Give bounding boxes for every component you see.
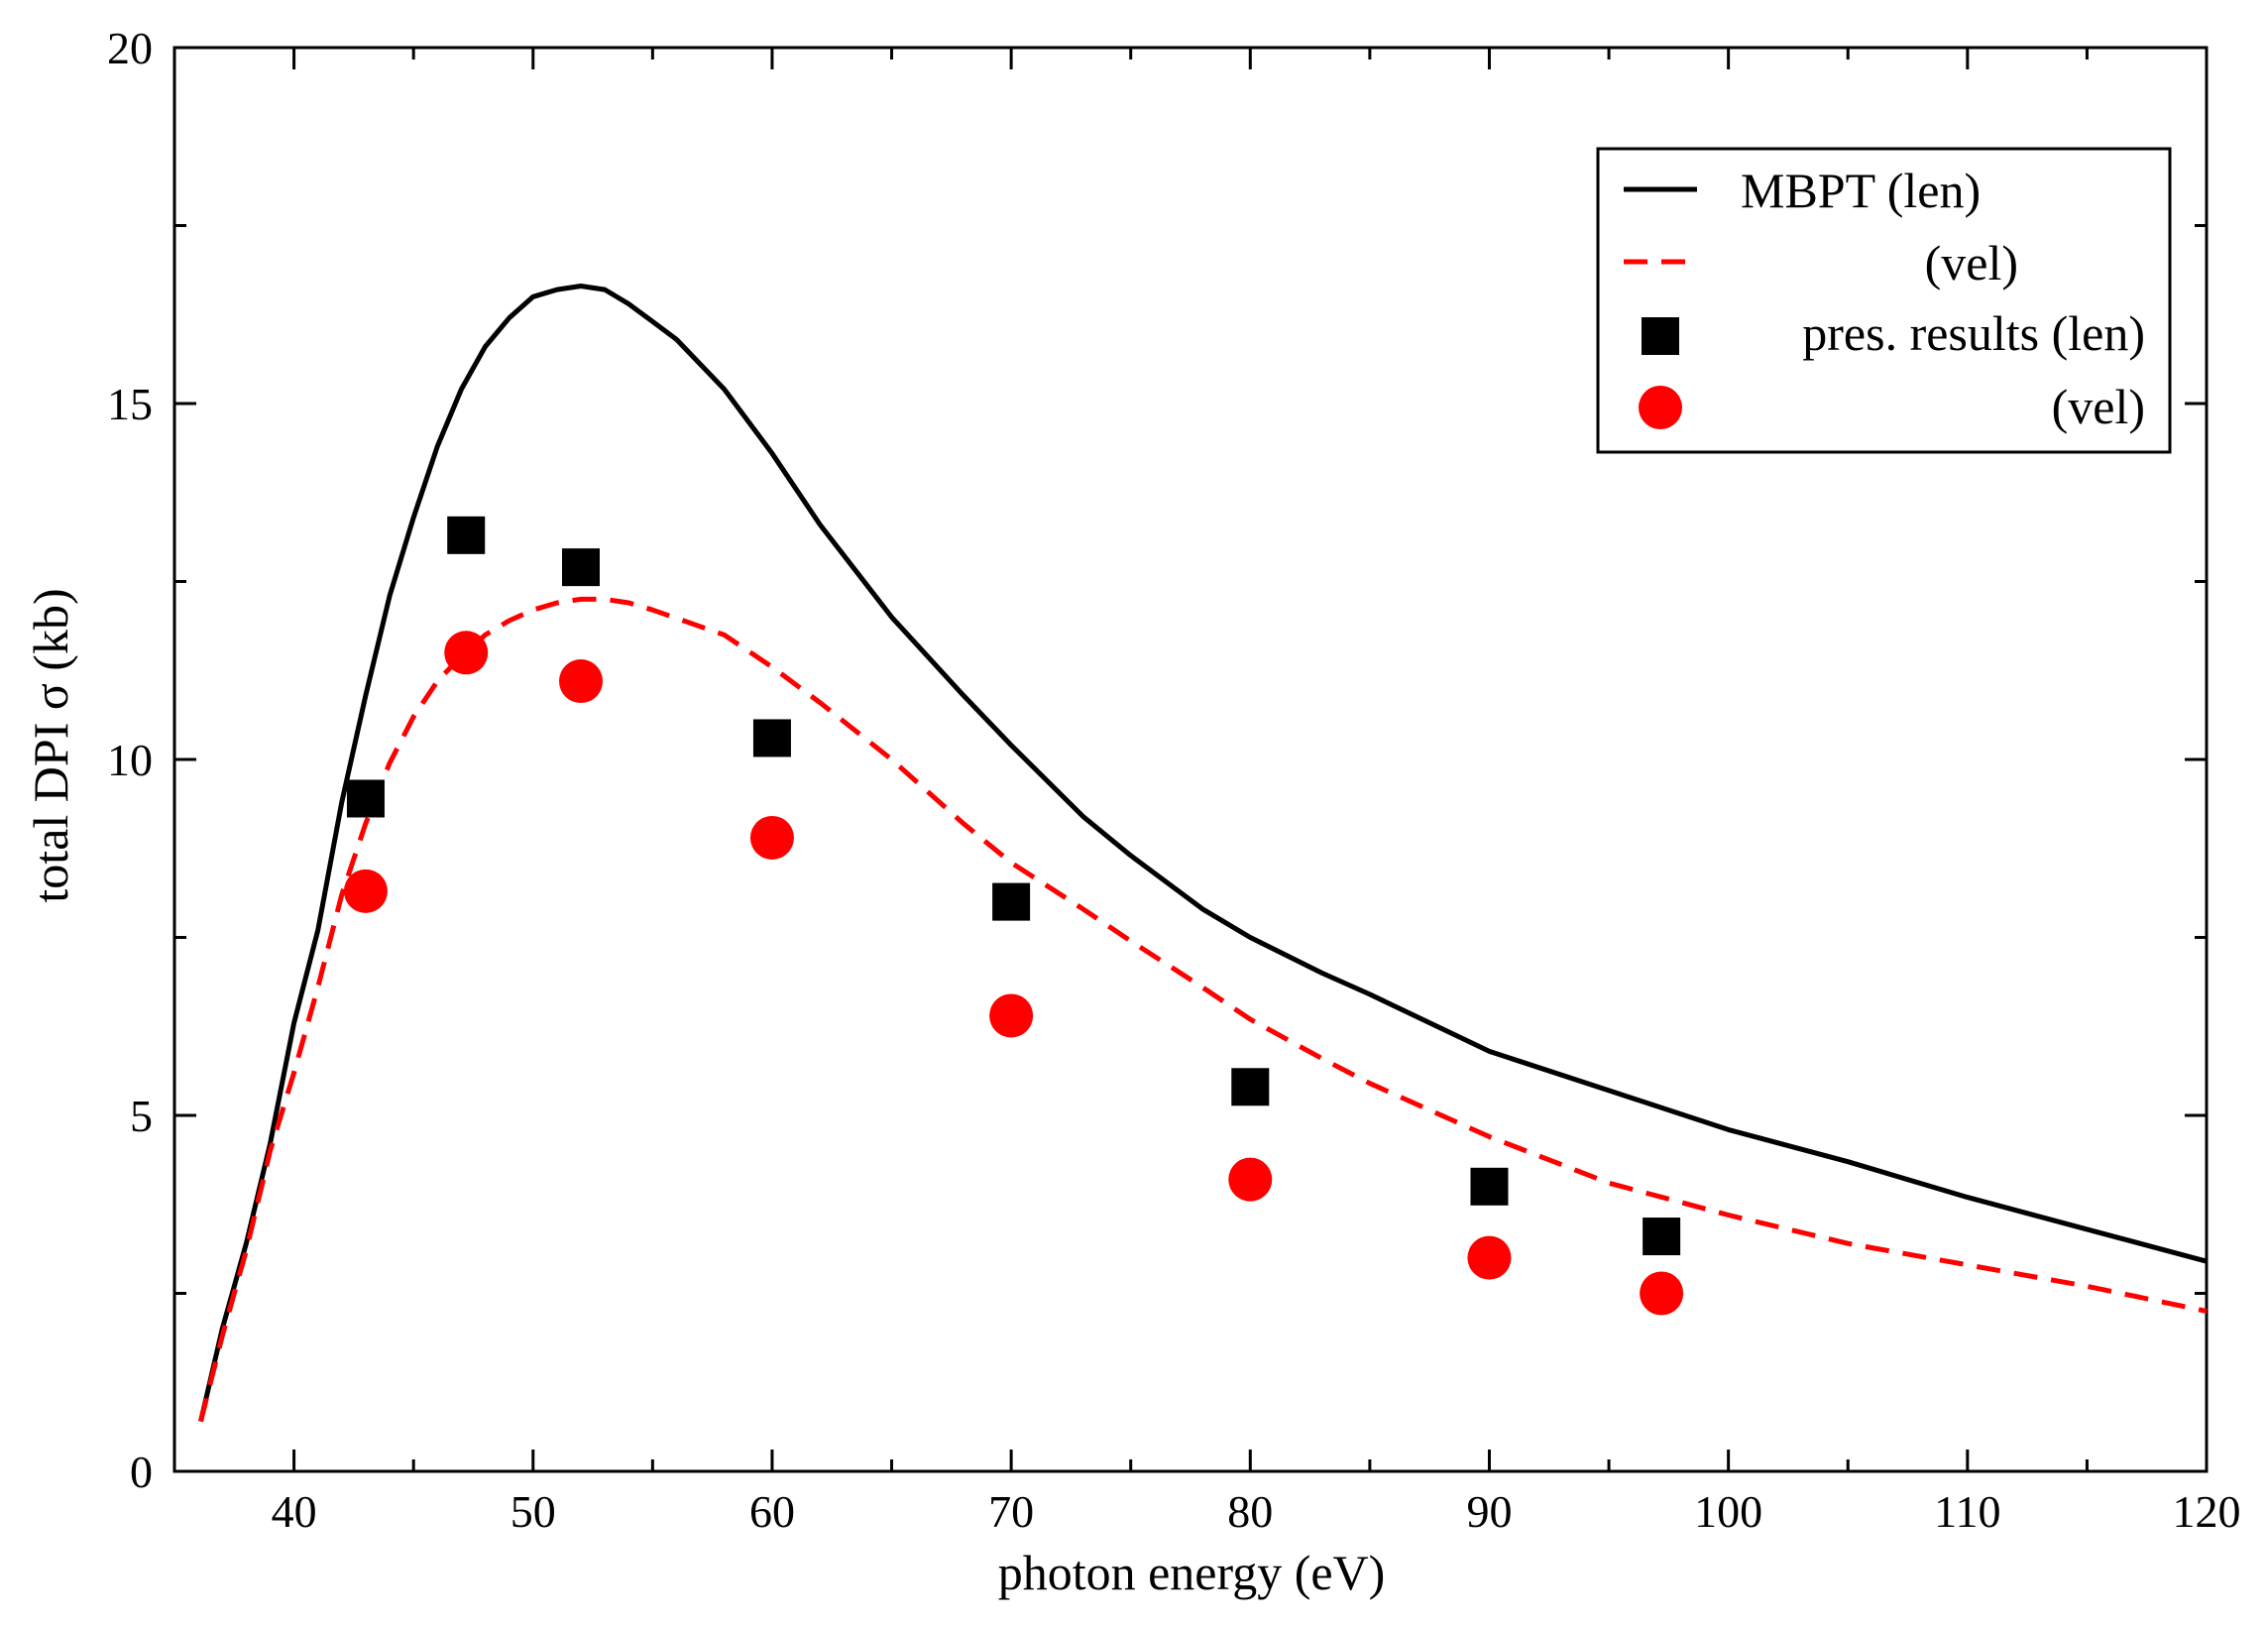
data-point-pres-results-len xyxy=(447,516,486,554)
series-line-mbpt-vel xyxy=(198,596,2208,1423)
y-tick-label: 15 xyxy=(107,379,153,429)
data-point-pres-results-len xyxy=(1231,1068,1270,1106)
data-point-pres-results-len xyxy=(1470,1167,1509,1206)
x-tick-label: 70 xyxy=(988,1486,1034,1537)
data-point-pres-results-vel xyxy=(1640,1271,1684,1316)
legend-box xyxy=(1596,147,2172,454)
data-point-pres-results-vel xyxy=(1467,1235,1512,1280)
data-point-pres-results-vel xyxy=(749,815,794,860)
data-point-pres-results-len xyxy=(992,882,1031,921)
data-point-pres-results-vel xyxy=(989,993,1034,1038)
legend-label-pres-vel: (vel) xyxy=(2052,379,2145,434)
data-point-pres-results-len xyxy=(346,779,385,818)
data-point-pres-results-vel xyxy=(343,869,388,913)
x-tick-label: 80 xyxy=(1227,1486,1273,1537)
y-tick-label: 10 xyxy=(107,735,153,785)
axis-ticks xyxy=(172,46,2209,1473)
x-tick-label: 60 xyxy=(749,1486,795,1537)
y-tick-label: 20 xyxy=(107,23,153,73)
legend-swatch-pres-len xyxy=(1642,317,1679,355)
data-point-pres-results-len xyxy=(752,719,791,757)
x-tick-label: 50 xyxy=(510,1486,556,1537)
legend: MBPT (len) (vel) pres. results (len) (ve… xyxy=(1596,147,2172,454)
y-tick-label: 0 xyxy=(130,1447,153,1497)
x-axis-title: photon energy (eV) xyxy=(998,1545,1386,1600)
legend-label-mbpt-vel: (vel) xyxy=(1925,235,2018,290)
data-point-pres-results-len xyxy=(562,548,600,587)
y-axis-title: total DPI σ (kb) xyxy=(23,588,78,902)
y-tick-label: 5 xyxy=(130,1091,153,1141)
legend-swatch-pres-vel xyxy=(1639,386,1682,429)
series-layer xyxy=(198,284,2208,1423)
data-point-pres-results-vel xyxy=(1228,1157,1273,1202)
axis-tick-labels: 40 50 60 70 80 90 100 110 120 0 5 10 15 20 xyxy=(107,23,2241,1537)
x-tick-label: 100 xyxy=(1694,1486,1762,1537)
data-point-pres-results-vel xyxy=(444,631,489,675)
x-tick-label: 120 xyxy=(2173,1486,2241,1537)
legend-label-pres-len: pres. results (len) xyxy=(1802,305,2145,361)
x-tick-label: 110 xyxy=(1934,1486,2000,1537)
legend-label-mbpt-len: MBPT (len) xyxy=(1741,163,1981,218)
x-tick-label: 40 xyxy=(272,1486,317,1537)
x-tick-label: 90 xyxy=(1466,1486,1512,1537)
data-point-pres-results-vel xyxy=(559,659,603,704)
data-point-pres-results-len xyxy=(1643,1218,1681,1256)
series-line-mbpt-len xyxy=(198,284,2208,1423)
